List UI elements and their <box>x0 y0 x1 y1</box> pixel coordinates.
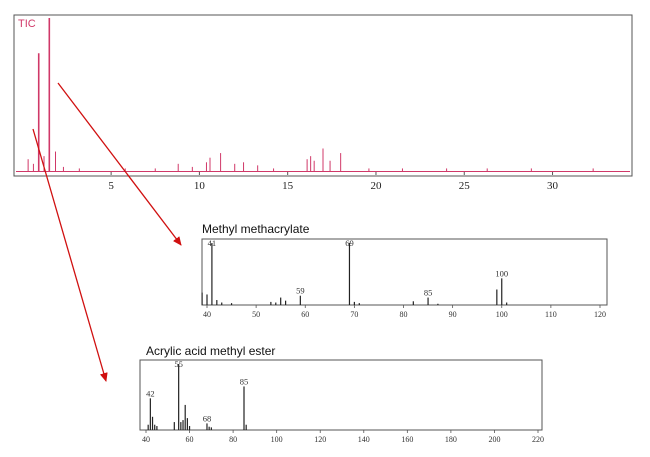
tic-tick-label: 5 <box>108 180 114 192</box>
ms1-tick-label: 100 <box>496 310 508 319</box>
ms2-tick-label: 80 <box>229 435 237 444</box>
tic-tick-label: 20 <box>370 180 382 192</box>
ms2-peak-label: 55 <box>174 359 183 369</box>
ms2-tick-label: 220 <box>532 435 544 444</box>
ms1-peak-label: 85 <box>424 288 433 298</box>
ms2-tick-label: 180 <box>445 435 457 444</box>
ms1-tick-label: 50 <box>252 310 260 319</box>
ms2-peak-label: 85 <box>240 376 249 386</box>
arrow-to-acrylic-acid-methyl-ester <box>32 128 108 382</box>
ms1-bars: 41 59 69 85 100 <box>201 238 508 305</box>
ms1-tick-label: 70 <box>350 310 358 319</box>
ms2-tick-label: 140 <box>358 435 370 444</box>
ms1-peak-label: 69 <box>345 238 354 248</box>
ms2-tick-label: 200 <box>488 435 500 444</box>
tic-tick-label: 30 <box>547 180 559 192</box>
ms1-peak-label: 100 <box>495 268 508 278</box>
arrow-to-methyl-methacrylate <box>57 82 182 246</box>
ms1-tick-label: 40 <box>203 310 211 319</box>
acrylic-acid-methyl-ester-spectrum: 42 55 68 85 40 60 80 100 120 140 160 180 200 220 <box>139 359 544 444</box>
ms1-tick-label: 110 <box>545 310 557 319</box>
tic-frame <box>13 14 633 177</box>
tic-chromatogram: TIC 5 10 15 20 25 30 <box>13 14 633 192</box>
tic-tick-label: 15 <box>282 180 294 192</box>
ms1-peak-label: 59 <box>296 286 305 296</box>
ms2-x-axis: 40 60 80 100 120 140 160 180 200 220 <box>142 430 544 444</box>
tic-tick-label: 10 <box>194 180 206 192</box>
ms1-peak-label: 41 <box>208 238 217 248</box>
ms1-tick-label: 90 <box>449 310 457 319</box>
ms2-frame <box>139 359 543 431</box>
ms1-x-axis: 40 50 60 70 80 90 100 110 120 <box>203 305 606 319</box>
ms1-frame <box>201 238 608 306</box>
ms1-tick-label: 80 <box>400 310 408 319</box>
ms1-tick-label: 120 <box>594 310 606 319</box>
acrylic-acid-methyl-ester-title: Acrylic acid methyl ester <box>146 344 276 358</box>
ms2-tick-label: 120 <box>314 435 326 444</box>
ms2-tick-label: 60 <box>186 435 194 444</box>
ms2-tick-label: 160 <box>401 435 413 444</box>
tic-label: TIC <box>18 18 36 30</box>
methyl-methacrylate-spectrum: 41 59 69 85 100 40 50 60 70 80 90 100 110 120 <box>201 238 608 319</box>
tic-tick-label: 25 <box>459 180 471 192</box>
ms2-bars: 42 55 68 85 <box>146 359 248 430</box>
ms2-tick-label: 100 <box>271 435 283 444</box>
tic-trace <box>16 18 630 172</box>
ms2-peak-label: 42 <box>146 388 155 398</box>
methyl-methacrylate-title: Methyl methacrylate <box>202 222 310 236</box>
ms2-peak-label: 68 <box>203 413 212 423</box>
tic-x-axis: 5 10 15 20 25 30 <box>108 172 559 192</box>
ms1-tick-label: 60 <box>301 310 309 319</box>
ms2-tick-label: 40 <box>142 435 150 444</box>
